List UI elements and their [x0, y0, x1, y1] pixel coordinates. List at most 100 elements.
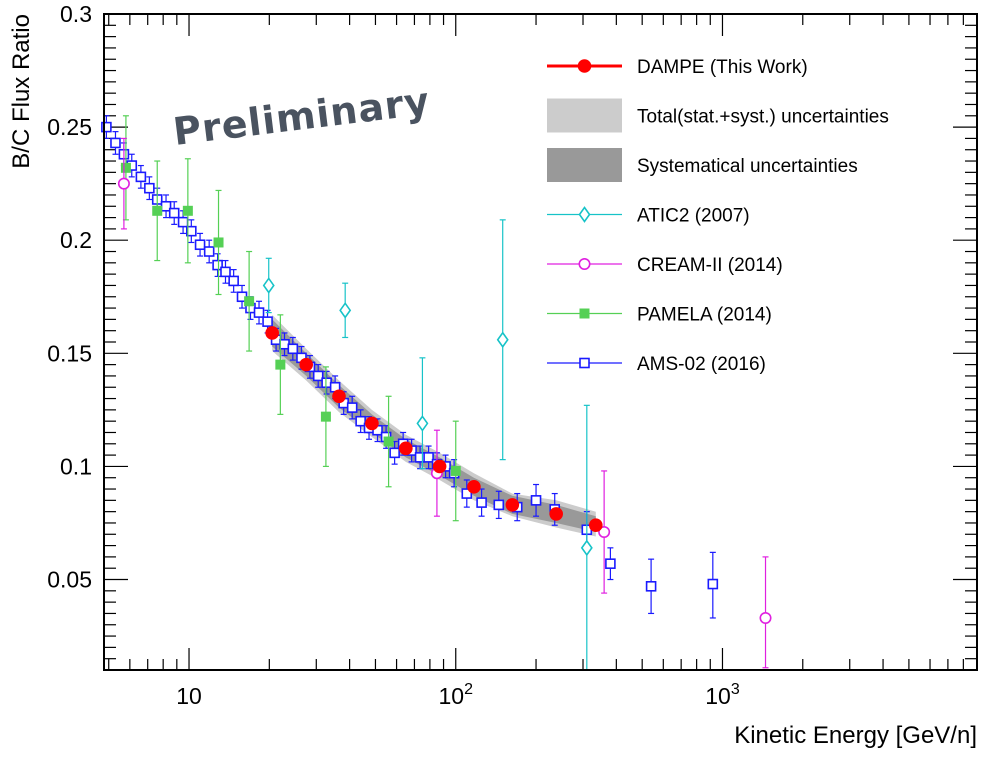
ams02-point	[220, 266, 231, 278]
atic2-point	[580, 539, 593, 557]
legend-swatch	[547, 98, 622, 133]
pamela-point	[320, 411, 331, 422]
series-dampe	[265, 326, 603, 533]
y-tick-label: 0.25	[47, 114, 92, 140]
legend-label: PAMELA (2014)	[637, 305, 772, 326]
pamela-point	[213, 237, 224, 248]
y-tick-label: 0.15	[47, 340, 92, 366]
band-systematical	[272, 319, 596, 532]
creamii-point	[117, 177, 130, 190]
data-series	[101, 115, 772, 670]
ams02-point	[212, 259, 223, 271]
plot-frame	[103, 13, 978, 671]
legend-label: DAMPE (This Work)	[637, 57, 808, 78]
dampe-point	[549, 507, 563, 521]
pamela-point	[275, 359, 286, 370]
pamela-point	[383, 436, 394, 447]
legend-entry: Systematical uncertainties	[547, 148, 858, 182]
ams02-point	[605, 558, 616, 569]
legend-marker	[579, 357, 590, 369]
legend-entry: DAMPE (This Work)	[547, 57, 808, 78]
ams02-point	[312, 370, 324, 382]
ams02-point	[476, 497, 487, 508]
y-tick-label: 0.05	[47, 567, 92, 593]
x-tick-label: 103	[705, 681, 740, 709]
series-atic2	[262, 219, 593, 670]
pamela-point	[120, 162, 131, 173]
legend-label: Systematical uncertainties	[637, 156, 858, 177]
atic2-point	[262, 277, 275, 294]
series-pamela	[120, 115, 461, 522]
atic2-point	[416, 415, 429, 432]
x-tick-label: 102	[438, 681, 473, 709]
ams02-point	[101, 121, 112, 133]
ams02-point	[423, 452, 434, 463]
legend-marker	[579, 308, 590, 319]
legend-entry: AMS-02 (2016)	[547, 354, 766, 375]
ams02-point	[186, 225, 197, 237]
dampe-point	[467, 479, 481, 494]
ams02-point	[645, 581, 657, 592]
x-tick-exponent: 3	[731, 681, 740, 698]
tick-labels: 10 102 103 0.05 0.1 0.15 0.2 0.25 0.3	[47, 1, 740, 709]
legend-entry: ATIC2 (2007)	[547, 206, 750, 227]
ams02-point	[110, 137, 121, 149]
x-tick-label: 10	[176, 683, 202, 709]
pamela-point	[450, 465, 461, 476]
uncertainty-bands	[272, 314, 596, 537]
legend-label: CREAM-II (2014)	[637, 255, 783, 276]
legend-label: AMS-02 (2016)	[637, 354, 766, 375]
legend: DAMPE (This Work) Total(stat.+syst.) unce…	[547, 57, 889, 375]
ams02-point	[168, 207, 180, 219]
x-tick-exponent: 2	[464, 681, 473, 698]
ams02-point	[287, 343, 299, 355]
y-tick-label: 0.3	[60, 1, 92, 27]
dampe-point	[299, 357, 314, 372]
atic2-point	[339, 301, 352, 319]
ams02-point	[228, 275, 239, 287]
ams02-point	[493, 499, 505, 511]
series-creamii	[117, 137, 772, 669]
atic2-point	[496, 331, 509, 349]
ams02-point	[194, 239, 206, 251]
ams02-point	[461, 488, 473, 499]
legend-marker	[578, 206, 591, 223]
ams02-point	[321, 377, 332, 389]
legend-entry: PAMELA (2014)	[547, 305, 772, 326]
ams02-point	[177, 216, 189, 228]
dampe-point	[332, 389, 346, 404]
pamela-point	[182, 205, 193, 216]
dampe-point	[265, 326, 279, 340]
dampe-point	[365, 416, 379, 431]
legend-marker	[577, 59, 592, 73]
dampe-point	[505, 498, 520, 512]
legend-label: ATIC2 (2007)	[637, 206, 750, 227]
axis-ticks	[104, 13, 978, 671]
legend-entry: Total(stat.+syst.) uncertainties	[547, 98, 889, 133]
legend-marker	[578, 257, 591, 270]
legend-swatch	[547, 148, 622, 182]
ams02-point	[135, 171, 147, 183]
ams02-point	[414, 452, 426, 463]
y-tick-label: 0.1	[60, 453, 92, 479]
pamela-point	[152, 205, 163, 216]
creamii-point	[598, 526, 611, 539]
ams02-point	[253, 307, 265, 318]
dampe-point	[588, 518, 603, 533]
pamela-point	[244, 296, 255, 307]
ams02-point	[203, 246, 215, 257]
ams02-point	[144, 182, 155, 194]
legend-label: Total(stat.+syst.) uncertainties	[637, 107, 889, 128]
ams02-point	[346, 402, 358, 413]
y-tick-label: 0.2	[60, 227, 92, 253]
ams02-point	[530, 495, 542, 506]
ams02-point	[707, 578, 719, 590]
creamii-point	[759, 611, 772, 624]
dampe-point	[432, 459, 447, 474]
dampe-point	[399, 441, 413, 456]
x-axis-title: Kinetic Energy [GeV/n]	[734, 722, 977, 749]
y-axis-title: B/C Flux Ratio	[8, 14, 35, 169]
ams02-point	[389, 447, 400, 459]
